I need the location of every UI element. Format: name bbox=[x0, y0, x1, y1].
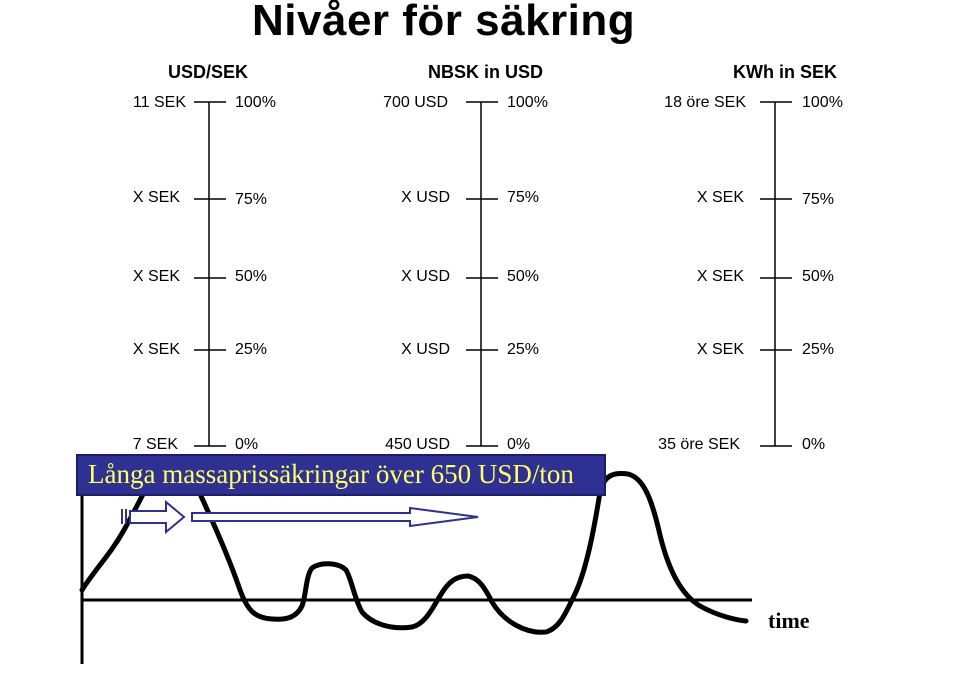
level-percent: 100% bbox=[507, 94, 548, 111]
level-value: X SEK bbox=[696, 189, 744, 206]
x-axis-label: time bbox=[768, 608, 810, 633]
short-arrow-icon bbox=[129, 499, 186, 535]
level-value: 11 SEK bbox=[132, 94, 186, 111]
level-percent: 75% bbox=[235, 191, 268, 208]
page-title: Nivåer för säkring bbox=[252, 0, 636, 45]
level-value: X SEK bbox=[132, 341, 180, 358]
hedge-banner-text: Långa massaprissäkringar över 650 USD/to… bbox=[88, 459, 574, 489]
column-header-usd-sek: USD/SEK bbox=[168, 62, 249, 82]
level-value: X USD bbox=[401, 189, 450, 206]
level-percent: 25% bbox=[235, 341, 268, 358]
column-header-nbsk: NBSK in USD bbox=[428, 62, 544, 82]
level-value: X SEK bbox=[132, 189, 180, 206]
time-axes bbox=[80, 466, 752, 664]
scale-nbsk bbox=[466, 101, 498, 447]
level-value: X USD bbox=[401, 341, 450, 358]
level-percent: 0% bbox=[507, 436, 531, 453]
level-value: 450 USD bbox=[385, 436, 450, 453]
long-arrow-icon bbox=[191, 506, 479, 528]
level-value: 700 USD bbox=[383, 94, 448, 111]
price-curve bbox=[79, 457, 749, 635]
column-header-kwh: KWh in SEK bbox=[733, 62, 837, 82]
hedge-banner: Långa massaprissäkringar över 650 USD/to… bbox=[76, 454, 606, 496]
scale-kwh bbox=[760, 101, 792, 447]
level-percent: 25% bbox=[802, 341, 835, 358]
hedge-arrows bbox=[121, 499, 479, 535]
level-percent: 50% bbox=[507, 268, 540, 285]
level-value: X SEK bbox=[696, 341, 744, 358]
level-percent: 100% bbox=[802, 94, 843, 111]
level-value: 35 öre SEK bbox=[658, 436, 740, 453]
level-value: 7 SEK bbox=[132, 436, 178, 453]
level-percent: 75% bbox=[507, 189, 540, 206]
level-percent: 75% bbox=[802, 191, 835, 208]
level-percent: 0% bbox=[235, 436, 259, 453]
level-value: X SEK bbox=[696, 268, 744, 285]
level-percent: 25% bbox=[507, 341, 540, 358]
level-percent: 50% bbox=[802, 268, 835, 285]
level-value: X SEK bbox=[132, 268, 180, 285]
level-value: 18 öre SEK bbox=[664, 94, 746, 111]
scale-usd-sek bbox=[194, 101, 226, 447]
level-percent: 50% bbox=[235, 268, 268, 285]
level-percent: 0% bbox=[802, 436, 826, 453]
level-percent: 100% bbox=[235, 94, 276, 111]
level-value: X USD bbox=[401, 268, 450, 285]
